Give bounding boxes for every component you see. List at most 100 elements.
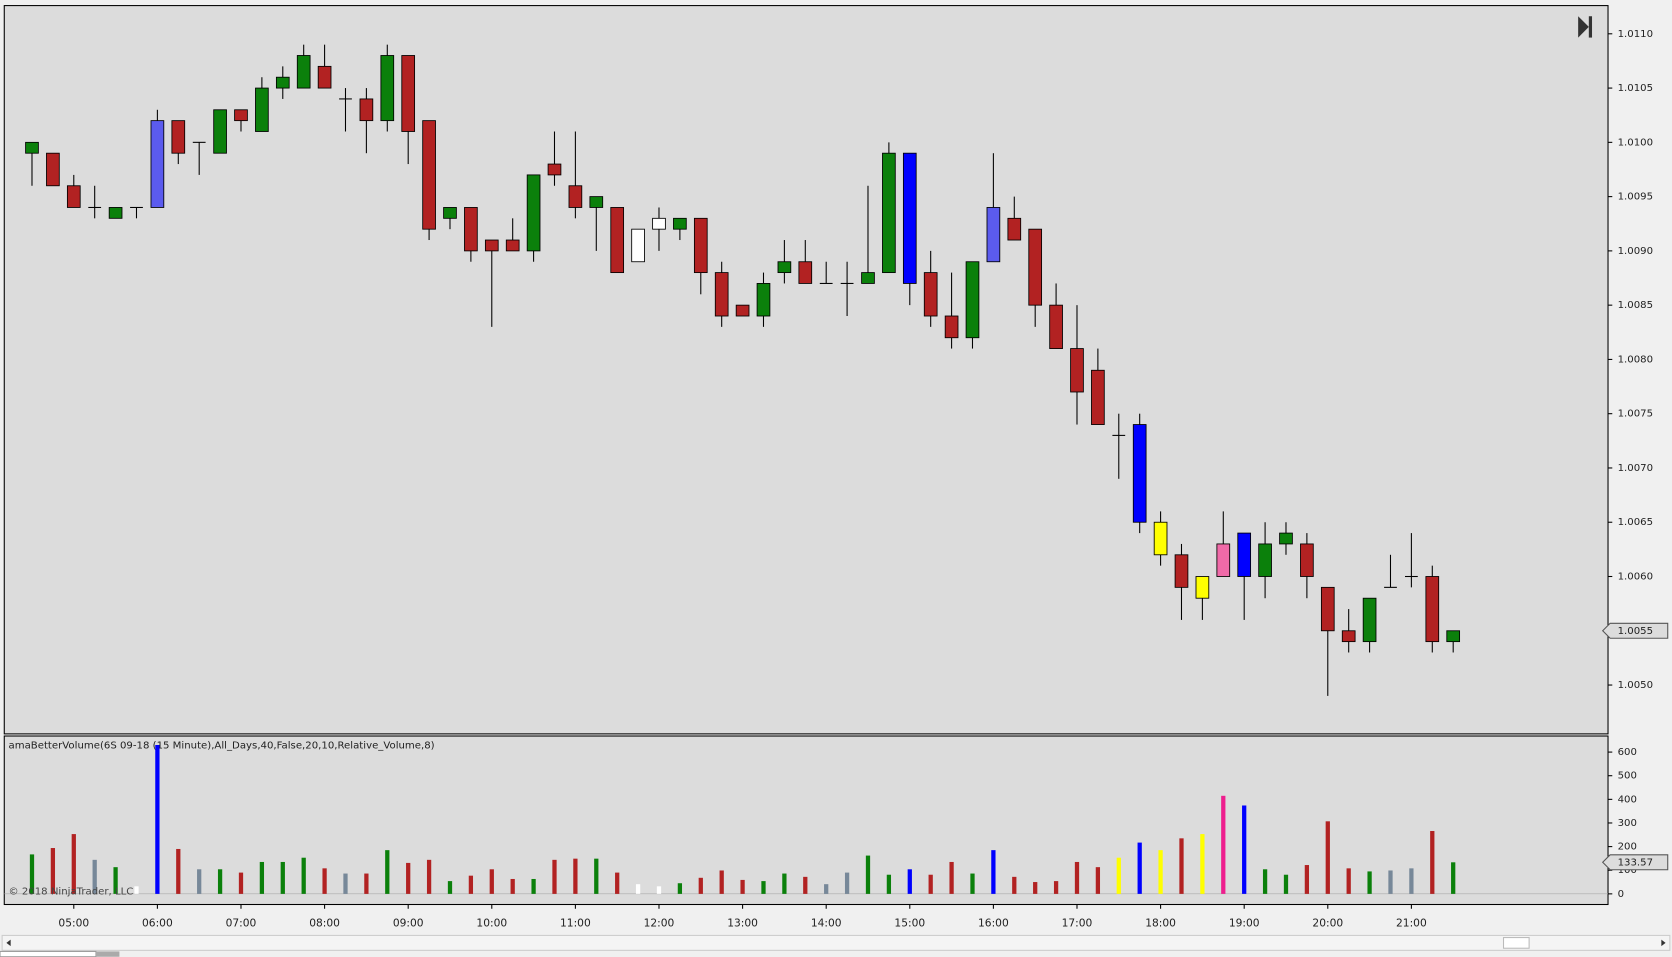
- candle-body: [902, 152, 917, 284]
- candle-body: [46, 152, 60, 187]
- y-tick-label: 1.0105: [1618, 83, 1653, 94]
- y-tick-label: 100: [1618, 865, 1637, 876]
- volume-bar: [426, 859, 432, 894]
- volume-bar: [1304, 865, 1310, 894]
- candle-body: [296, 55, 311, 89]
- x-tick-label: 11:00: [560, 917, 591, 930]
- volume-bar: [489, 869, 494, 894]
- jump-to-end-button[interactable]: [1578, 16, 1593, 38]
- candle-body: [1028, 228, 1043, 306]
- candle-body: [1091, 369, 1105, 425]
- y-tick-label: 1.0080: [1618, 354, 1653, 365]
- volume-bar: [552, 859, 557, 894]
- end-bar-icon[interactable]: [1588, 16, 1593, 38]
- volume-bar: [761, 881, 766, 894]
- last-price-label: 1.0055: [1618, 626, 1653, 637]
- volume-bar: [719, 870, 724, 894]
- volume-bar: [886, 874, 892, 894]
- candle-body: [1216, 543, 1231, 577]
- play-icon[interactable]: [1578, 16, 1589, 38]
- volume-bar: [1346, 868, 1351, 894]
- candle-body: [923, 272, 938, 317]
- scroll-left[interactable]: [6, 939, 11, 947]
- y-tick-label: 1.0085: [1618, 300, 1653, 311]
- candle-body: [108, 207, 123, 219]
- x-tick-label: 15:00: [894, 917, 925, 930]
- candle-body: [986, 207, 1001, 263]
- volume-bar: [615, 872, 620, 894]
- candle-body: [464, 207, 478, 252]
- candle-body: [1070, 348, 1084, 393]
- volume-bar: [1283, 874, 1289, 894]
- candle-body: [1341, 630, 1356, 643]
- volume-bar: [1137, 842, 1142, 894]
- volume-bar: [677, 883, 683, 894]
- volume-bar: [322, 868, 327, 894]
- candle-body: [882, 152, 896, 274]
- candle-body: [1446, 630, 1461, 643]
- candle-body: [526, 174, 541, 252]
- x-tick-label: 18:00: [1145, 917, 1176, 930]
- candle-body: [861, 272, 875, 284]
- candle-body: [359, 98, 374, 122]
- volume-bar: [1116, 857, 1121, 894]
- volume-bar: [385, 850, 390, 894]
- volume-bar: [698, 877, 703, 894]
- x-tick-label: 16:00: [978, 917, 1009, 930]
- y-tick-label: 1.0070: [1618, 463, 1653, 474]
- volume-bar: [1053, 881, 1059, 894]
- x-tick-label: 12:00: [644, 917, 675, 930]
- y-tick-label: 1.0050: [1618, 680, 1653, 691]
- y-tick-label: 200: [1618, 842, 1637, 853]
- candle-body: [652, 217, 666, 230]
- volume-bar: [510, 878, 515, 894]
- candle-body: [1132, 424, 1147, 523]
- volume-bar: [1325, 821, 1330, 894]
- x-tick-label: 19:00: [1229, 917, 1260, 930]
- candle-body: [443, 207, 457, 219]
- volume-bar: [301, 857, 306, 894]
- tab[interactable]: [0, 950, 97, 957]
- volume-bar: [447, 881, 453, 894]
- y-tick-label: 1.0060: [1618, 572, 1653, 583]
- x-tick-label: 08:00: [309, 917, 340, 930]
- volume-bar: [907, 869, 912, 894]
- scroll-right[interactable]: [1661, 939, 1666, 947]
- volume-bar: [217, 869, 223, 894]
- volume-bar: [176, 848, 181, 894]
- volume-bar: [259, 861, 265, 894]
- y-tick-label: 1.0095: [1618, 192, 1653, 203]
- candle-body: [673, 217, 687, 230]
- volume-bar: [1012, 876, 1017, 894]
- tab-handle[interactable]: [95, 951, 120, 957]
- x-tick-label: 06:00: [142, 917, 173, 930]
- candle-body: [25, 141, 39, 154]
- y-tick-label: 400: [1618, 794, 1637, 805]
- volume-bar: [928, 874, 933, 894]
- volume-bar: [364, 873, 369, 894]
- volume-panel: [3, 735, 1609, 906]
- candle-body: [1300, 543, 1314, 577]
- y-tick-label: 1.0100: [1618, 137, 1653, 148]
- volume-bar: [197, 869, 202, 894]
- candle-body: [484, 239, 499, 252]
- volume-bar: [1200, 834, 1205, 894]
- volume-bar: [656, 886, 662, 894]
- volume-bar: [406, 862, 411, 894]
- candle-body: [401, 55, 416, 132]
- scroll-thumb[interactable]: [1502, 937, 1530, 949]
- volume-bar: [1430, 831, 1435, 894]
- y-tick-label: 500: [1618, 771, 1637, 782]
- candle-body: [693, 217, 708, 274]
- scrollbar[interactable]: [1, 934, 1671, 951]
- y-tick-label: 600: [1618, 747, 1637, 758]
- volume-bar: [113, 867, 118, 894]
- x-tick-label: 20:00: [1312, 917, 1343, 930]
- volume-bar: [238, 872, 244, 894]
- volume-bar: [740, 879, 745, 894]
- x-tick-label: 21:00: [1396, 917, 1427, 930]
- candle-body: [777, 261, 792, 274]
- candle-body: [1425, 576, 1440, 643]
- candle-body: [275, 76, 290, 89]
- y-tick-label: 300: [1618, 818, 1637, 829]
